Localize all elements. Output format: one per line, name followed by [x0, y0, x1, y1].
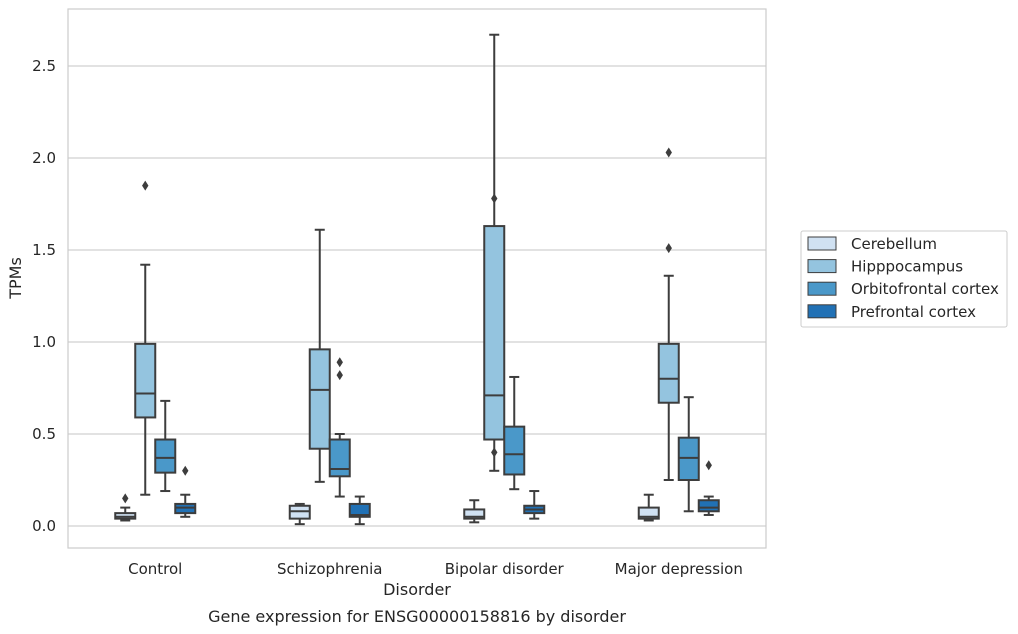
series-group: [114, 493, 660, 526]
series-group: [134, 33, 680, 496]
box-element: [288, 502, 311, 526]
box-element: [114, 493, 137, 522]
box-element: [154, 399, 177, 493]
box-element: [134, 180, 157, 496]
grid-layer: [68, 65, 766, 527]
legend-label: Orbitofrontal cortex: [851, 280, 999, 298]
series-group: [174, 460, 720, 526]
box-element: [677, 396, 700, 513]
box-layer: [114, 33, 720, 526]
y-tick-label: 1.5: [32, 241, 56, 259]
y-tick-label: 1.0: [32, 333, 56, 351]
x-tick-label: Schizophrenia: [277, 560, 382, 578]
box-element: [523, 490, 546, 520]
chart-caption: Gene expression for ENSG00000158816 by d…: [208, 607, 626, 626]
box-body: [348, 502, 371, 518]
x-tick-label: Major depression: [615, 560, 743, 578]
y-tick-label: 0.5: [32, 425, 56, 443]
outlier-point: [665, 147, 672, 158]
box-element: [503, 375, 526, 491]
y-tick-labels: 0.0 0.5 1.0 1.5 2.0 2.5: [32, 57, 56, 535]
x-tick-labels: Control Schizophrenia Bipolar disorder Majo…: [128, 560, 743, 578]
legend-frame: [800, 230, 1008, 328]
box-element: [328, 357, 351, 498]
legend-swatch: [807, 304, 837, 319]
box-element: [174, 465, 197, 518]
outlier-point: [336, 357, 343, 368]
legend: Cerebellum Hipppocampus Orbitofrontal cort…: [800, 230, 1008, 328]
legend-swatch: [807, 259, 837, 274]
box-element: [483, 33, 506, 472]
outlier-point: [182, 465, 189, 476]
box-element: [657, 147, 680, 481]
legend-label: Prefrontal cortex: [851, 303, 976, 321]
box-body: [328, 438, 351, 478]
box-body: [308, 348, 331, 450]
outlier-point: [491, 193, 498, 204]
box-body: [657, 342, 680, 404]
legend-label: Hipppocampus: [851, 258, 963, 276]
x-tick-label: Control: [128, 560, 182, 578]
outlier-point: [705, 460, 712, 471]
outlier-point: [142, 180, 149, 191]
box-element: [463, 499, 486, 524]
x-axis-label: Disorder: [383, 580, 451, 599]
y-axis-label: TPMs: [6, 257, 25, 300]
plot-frame: [67, 8, 767, 549]
box-element: [637, 493, 660, 522]
box-body: [134, 342, 157, 419]
box-body: [463, 508, 486, 520]
outlier-point: [336, 370, 343, 381]
box-body: [637, 506, 660, 520]
series-group: [154, 357, 700, 513]
box-element: [697, 460, 720, 516]
box-body: [697, 499, 720, 513]
outlier-point: [122, 493, 129, 504]
box-element: [348, 495, 371, 526]
outlier-point: [665, 243, 672, 254]
box-body: [503, 425, 526, 476]
legend-swatch: [807, 281, 837, 296]
y-tick-label: 0.0: [32, 517, 56, 535]
outlier-point: [491, 447, 498, 458]
legend-label: Cerebellum: [851, 235, 937, 253]
x-tick-label: Bipolar disorder: [445, 560, 565, 578]
legend-swatch: [807, 236, 837, 251]
box-body: [154, 438, 177, 474]
box-element: [308, 228, 331, 483]
y-tick-label: 2.5: [32, 57, 56, 75]
y-tick-label: 2.0: [32, 149, 56, 167]
box-body: [483, 225, 506, 441]
